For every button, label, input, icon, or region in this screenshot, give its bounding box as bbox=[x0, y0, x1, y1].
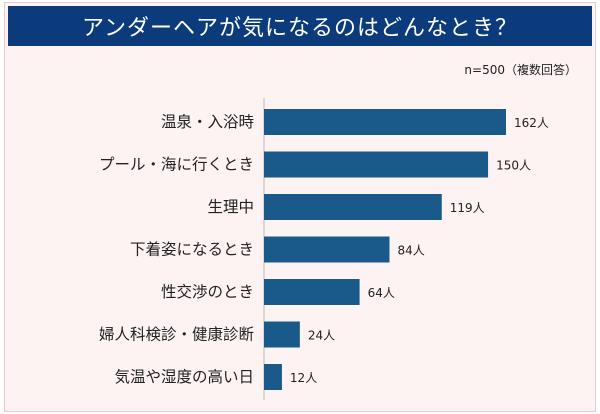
value-label-3: 84人 bbox=[397, 244, 424, 258]
value-label-0: 162人 bbox=[514, 116, 549, 130]
category-label-1: プール・海に行くとき bbox=[99, 156, 254, 174]
chart-frame: アンダーヘアが気になるのはどんなとき？ n=500（複数回答） bbox=[4, 2, 596, 412]
bar-1 bbox=[264, 151, 489, 178]
value-label-5: 24人 bbox=[308, 329, 335, 343]
value-label-2: 119人 bbox=[450, 201, 485, 215]
value-label-1: 150人 bbox=[496, 159, 531, 173]
category-label-2: 生理中 bbox=[207, 198, 254, 216]
bar-0 bbox=[264, 109, 506, 135]
category-label-3: 下着姿になるとき bbox=[130, 241, 254, 259]
bar-3 bbox=[264, 236, 390, 263]
bar-2 bbox=[264, 194, 442, 220]
bar-6 bbox=[264, 364, 282, 390]
bar-4 bbox=[264, 279, 360, 305]
category-label-4: 性交渉のとき bbox=[161, 283, 254, 301]
bar-5 bbox=[264, 321, 300, 348]
value-label-4: 64人 bbox=[368, 286, 395, 300]
category-label-0: 温泉・入浴時 bbox=[161, 113, 254, 131]
value-label-6: 12人 bbox=[290, 371, 317, 385]
title-bar: アンダーヘアが気になるのはどんなとき？ bbox=[8, 6, 592, 46]
sample-note: n=500（複数回答） bbox=[464, 63, 577, 77]
category-label-5: 婦人科検診・健康診断 bbox=[99, 326, 254, 344]
category-label-6: 気温や湿度の高い日 bbox=[114, 368, 254, 386]
chart-title: アンダーヘアが気になるのはどんなとき？ bbox=[81, 16, 519, 41]
